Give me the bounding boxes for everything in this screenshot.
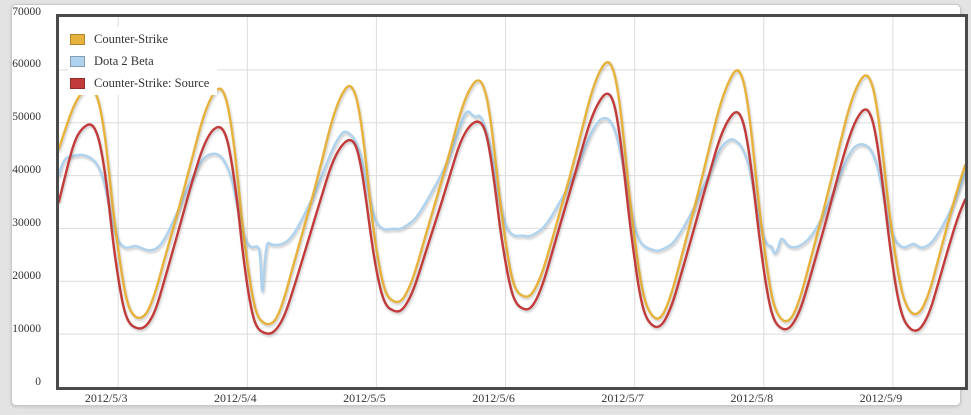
legend-item-dota-2-beta[interactable]: Dota 2 Beta	[70, 50, 209, 72]
legend-swatch-dota-2-beta	[70, 55, 85, 67]
legend-swatch-counter-strike-source	[70, 77, 85, 89]
legend-item-counter-strike-source[interactable]: Counter-Strike: Source	[70, 72, 209, 94]
chart-canvas	[59, 17, 965, 387]
series-line-counter-strike	[59, 61, 965, 326]
legend-label: Counter-Strike	[94, 31, 169, 46]
legend-swatch-counter-strike	[70, 33, 85, 45]
legend-label: Counter-Strike: Source	[94, 75, 210, 90]
series-line-dota-2-beta	[59, 110, 965, 292]
legend-label: Dota 2 Beta	[94, 53, 154, 68]
series-line-counter-strike-source	[59, 92, 965, 335]
chart-panel: Counter-Strike Dota 2 Beta Counter-Strike:…	[11, 4, 968, 406]
chart-legend: Counter-Strike Dota 2 Beta Counter-Strike:…	[68, 27, 218, 95]
legend-item-counter-strike[interactable]: Counter-Strike	[70, 28, 209, 50]
